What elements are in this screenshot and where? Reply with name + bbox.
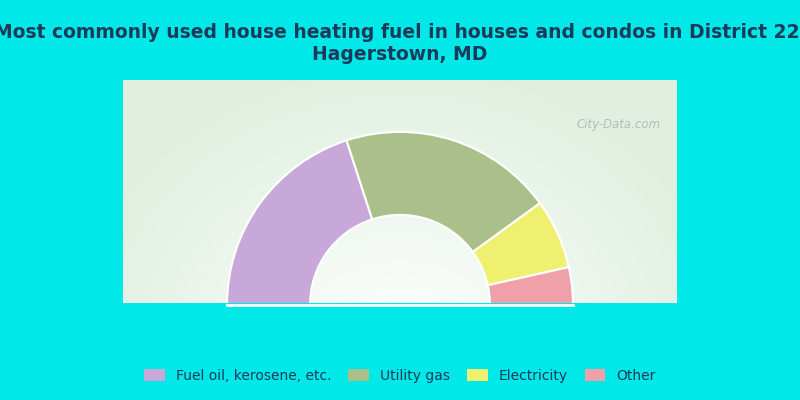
Wedge shape [488,267,573,305]
Bar [123,303,677,400]
Wedge shape [346,132,540,252]
Text: Most commonly used house heating fuel in houses and condos in District 22,
Hager: Most commonly used house heating fuel in… [0,24,800,64]
Legend: Fuel oil, kerosene, etc., Utility gas, Electricity, Other: Fuel oil, kerosene, etc., Utility gas, E… [137,362,663,390]
Wedge shape [227,140,372,305]
Text: City-Data.com: City-Data.com [576,118,660,131]
Wedge shape [473,203,569,285]
